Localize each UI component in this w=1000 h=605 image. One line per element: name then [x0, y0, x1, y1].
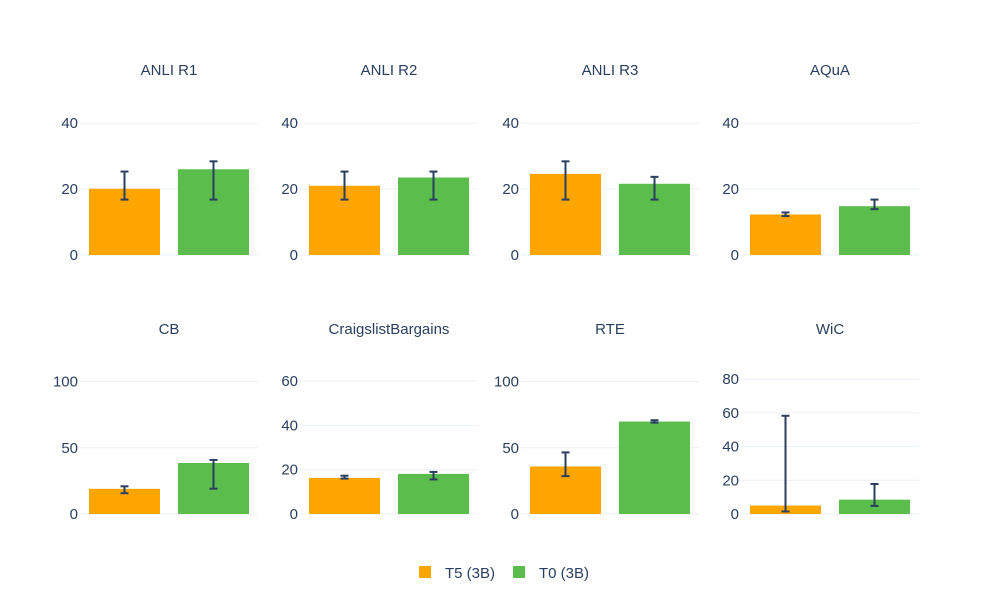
y-tick-label: 0 [511, 506, 519, 523]
panel-title: CraigslistBargains [329, 321, 450, 338]
bar-t0-3b- [398, 473, 469, 514]
panel-title: ANLI R2 [361, 62, 418, 79]
y-tick-label: 40 [722, 115, 739, 132]
y-tick-label: 40 [281, 115, 298, 132]
panel-title: ANLI R1 [141, 62, 198, 79]
y-tick-label: 40 [502, 115, 519, 132]
y-tick-label: 20 [281, 181, 298, 198]
y-tick-label: 50 [502, 440, 519, 457]
legend-swatch-t0-3b- [513, 566, 525, 578]
legend-label-t5-3b-: T5 (3B) [445, 565, 495, 582]
y-tick-label: 80 [722, 371, 739, 388]
y-tick-label: 40 [722, 439, 739, 456]
bar-t5-3b- [309, 477, 380, 514]
panel-title: ANLI R3 [582, 62, 639, 79]
panel-6: 0 20 40 60 CraigslistBargains [281, 321, 478, 523]
panel-3: 0 20 40 ANLI R3 [502, 62, 699, 264]
y-tick-label: 0 [290, 247, 298, 264]
y-tick-label: 60 [281, 373, 298, 390]
legend: T5 (3B) T0 (3B) [419, 565, 589, 582]
y-tick-label: 40 [61, 115, 78, 132]
panel-8: 0 20 40 60 80 WiC [722, 321, 919, 523]
panel-title: CB [159, 321, 180, 338]
legend-swatch-t5-3b- [419, 566, 431, 578]
bar-t5-3b- [750, 214, 821, 255]
y-tick-label: 0 [731, 247, 739, 264]
panel-2: 0 20 40 ANLI R2 [281, 62, 478, 264]
panel-1: 0 20 40 ANLI R1 [61, 62, 258, 264]
y-tick-label: 0 [511, 247, 519, 264]
bar-t0-3b- [839, 206, 910, 255]
y-tick-label: 40 [281, 417, 298, 434]
y-tick-label: 0 [70, 506, 78, 523]
panel-5: 0 50 100 CB [53, 321, 258, 523]
y-tick-label: 0 [290, 506, 298, 523]
panel-title: WiC [816, 321, 844, 338]
y-tick-label: 100 [53, 374, 78, 391]
y-tick-label: 20 [281, 462, 298, 479]
bar-t0-3b- [619, 421, 690, 514]
y-tick-label: 20 [502, 181, 519, 198]
y-tick-label: 0 [731, 506, 739, 523]
y-tick-label: 100 [494, 374, 519, 391]
panel-4: 0 20 40 AQuA [722, 62, 919, 264]
panel-7: 0 50 100 RTE [494, 321, 699, 523]
panel-title: RTE [595, 321, 625, 338]
y-tick-label: 20 [722, 472, 739, 489]
panel-title: AQuA [810, 62, 850, 79]
y-tick-label: 0 [70, 247, 78, 264]
y-tick-label: 20 [722, 181, 739, 198]
legend-label-t0-3b-: T0 (3B) [539, 565, 589, 582]
y-tick-label: 50 [61, 440, 78, 457]
y-tick-label: 60 [722, 405, 739, 422]
y-tick-label: 20 [61, 181, 78, 198]
